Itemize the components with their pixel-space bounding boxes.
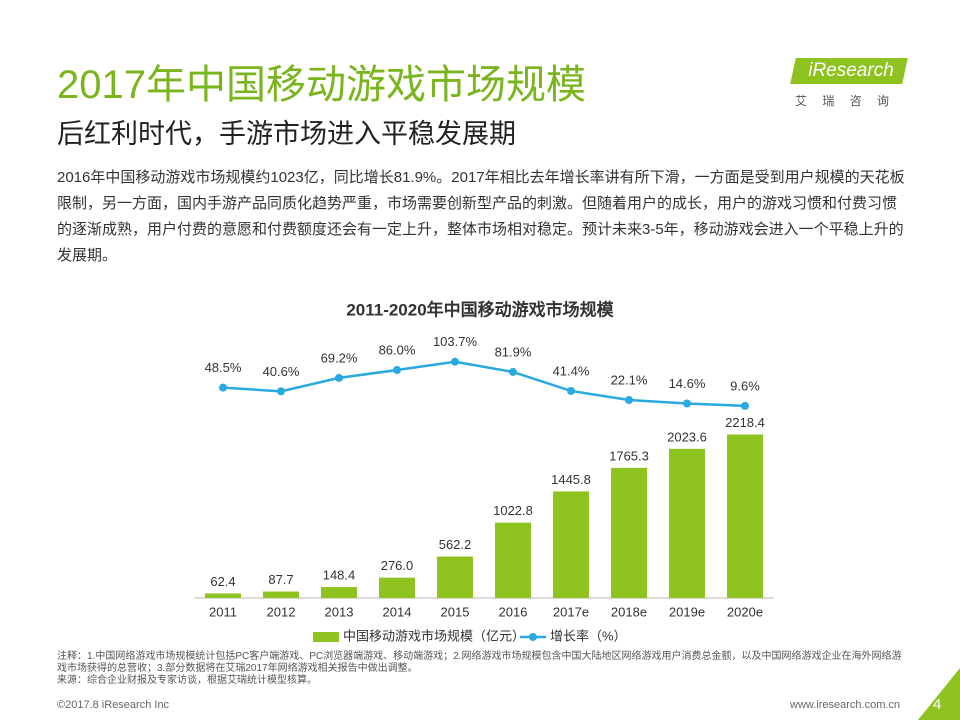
bar	[553, 491, 589, 598]
data-label: 276.0	[381, 558, 414, 573]
line-point	[277, 387, 285, 396]
data-label: 22.1%	[611, 372, 648, 387]
line-point	[219, 383, 227, 392]
bar	[727, 434, 763, 598]
chart-title: 2011-2020年中国移动游戏市场规模	[346, 299, 614, 319]
data-label: 1022.8	[493, 503, 533, 518]
line	[222, 360, 746, 408]
corner-decoration	[918, 668, 960, 720]
data-label: 48.5%	[205, 360, 242, 375]
line-point	[741, 401, 749, 410]
x-tick-label: 2012	[267, 604, 296, 619]
line-point	[509, 367, 517, 376]
slide-title: 2017年中国移动游戏市场规模	[57, 63, 586, 107]
legend-swatch	[529, 633, 537, 641]
logo-subtitle: 艾 瑞 咨 询	[795, 94, 896, 108]
line-point	[683, 399, 691, 408]
x-tick-label: 2017e	[553, 604, 589, 619]
data-label: 14.6%	[669, 376, 706, 391]
data-label: 62.4	[210, 574, 235, 589]
slide-subtitle: 后红利时代，手游市场进入平稳发展期	[57, 119, 516, 149]
bar	[437, 556, 473, 598]
line-point	[567, 386, 575, 395]
page-number: 4	[933, 696, 942, 713]
copyright: ©2017.8 iResearch Inc	[57, 699, 170, 711]
data-label: 81.9%	[495, 344, 532, 359]
x-tick-label: 2014	[383, 604, 412, 619]
data-label: 86.0%	[379, 342, 416, 357]
data-label: 41.4%	[553, 363, 590, 378]
data-label: 69.2%	[321, 350, 358, 365]
data-label: 103.7%	[433, 334, 478, 349]
data-label: 148.4	[323, 567, 356, 582]
x-tick-label: 2013	[325, 604, 354, 619]
x-tick-label: 2011	[209, 604, 237, 619]
x-tick-label: 2016	[499, 604, 528, 619]
line-point	[625, 395, 633, 404]
data-label: 562.2	[439, 537, 472, 552]
notes: 注释：1.中国网络游戏市场规模统计包括PC客户端游戏、PC浏览器端游戏、移动端游…	[57, 651, 907, 687]
bar	[263, 591, 299, 598]
bar	[321, 587, 357, 598]
legend-label: 增长率（%）	[550, 628, 627, 643]
data-label: 40.6%	[263, 364, 300, 379]
logo-text: iResearch	[808, 60, 894, 81]
bar	[379, 577, 415, 598]
line-point	[335, 373, 343, 382]
x-tick-label: 2019e	[669, 604, 705, 619]
data-label: 9.6%	[730, 378, 760, 393]
bar	[669, 448, 705, 598]
paragraph: 2016年中国移动游戏市场规模约1023亿，同比增长81.9%。2017年相比去…	[57, 169, 905, 264]
legend-swatch	[313, 632, 339, 642]
line-point	[393, 366, 401, 375]
note: 来源：综合企业财报及专家访谈，根据艾瑞统计模型核算。	[57, 675, 317, 686]
data-label: 2023.6	[667, 429, 707, 444]
line-point	[451, 357, 459, 366]
data-label: 87.7	[268, 572, 293, 587]
x-tick-label: 2015	[441, 604, 470, 619]
bar	[495, 522, 531, 598]
legend-label: 中国移动游戏市场规模（亿元）	[343, 628, 525, 643]
data-label: 1765.3	[609, 448, 649, 463]
x-tick-label: 2020e	[727, 604, 763, 619]
data-label: 1445.8	[551, 472, 591, 487]
bar	[205, 593, 241, 598]
note: 注释：1.中国网络游戏市场规模统计包括PC客户端游戏、PC浏览器端游戏、移动端游…	[57, 651, 902, 674]
bar	[611, 467, 647, 598]
x-tick-label: 2018e	[611, 604, 647, 619]
url: www.iresearch.com.cn	[790, 699, 901, 711]
data-label: 2218.4	[725, 415, 765, 430]
